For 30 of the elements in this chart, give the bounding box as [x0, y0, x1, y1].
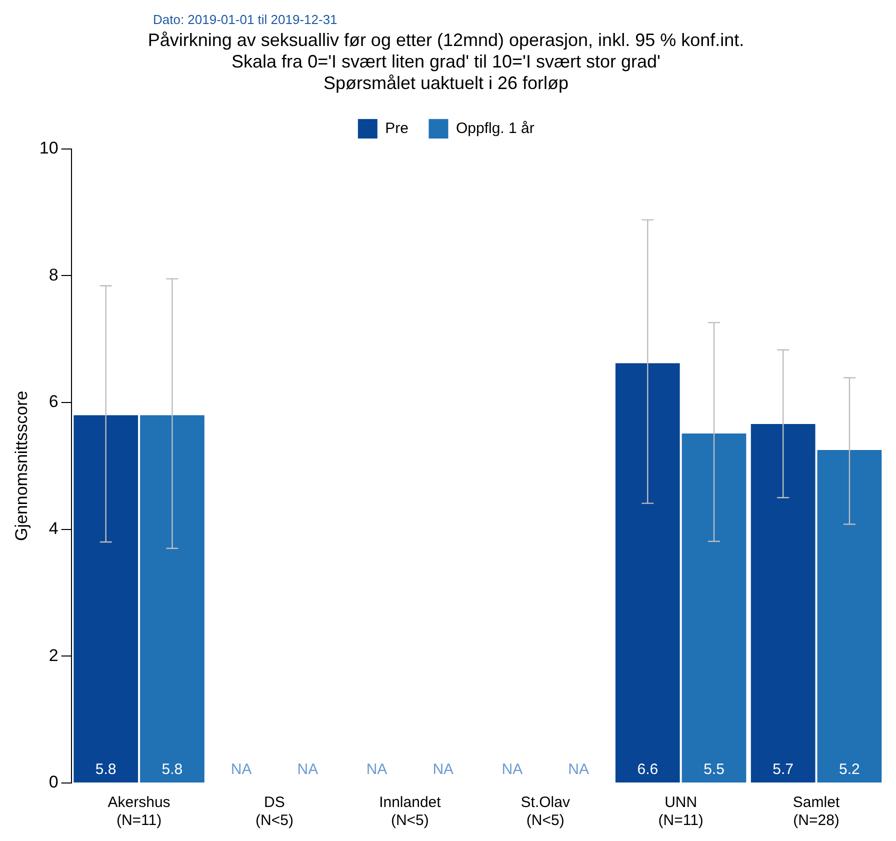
x-tick-label: Innlandet (N<5): [379, 794, 442, 830]
legend-label: Pre: [385, 120, 408, 137]
x-tick-label: Samlet (N=28): [792, 794, 840, 830]
text: NA: [502, 761, 523, 778]
text: NA: [366, 761, 388, 778]
text: NA: [568, 761, 589, 778]
y-tick-label: 10: [39, 138, 58, 158]
legend-label: Oppflg. 1 år: [456, 120, 534, 137]
text: Dato: 2019-01-01 til 2019-12-31: [153, 12, 338, 28]
y-axis-title: Gjennomsnittsscore: [12, 390, 31, 542]
y-tick-label: 2: [48, 646, 58, 665]
data-label: 5.7: [772, 761, 794, 778]
y-tick-label: 6: [48, 392, 58, 412]
chart-title: Påvirkning av seksualliv før og etter (12mnd) operasjon, inkl. 95 % konf.int.: [148, 30, 744, 50]
text: NA: [432, 761, 454, 778]
text: NA: [297, 761, 318, 778]
y-tick-label: 8: [48, 265, 58, 284]
y-tick-label: 0: [48, 772, 58, 792]
data-label: 6.6: [637, 761, 658, 778]
x-tick-label: Akershus (N=11): [108, 794, 170, 830]
chart-subtitle: Skala fra 0='I svært liten grad' til 10='I svært stor grad' Spørsmålet uaktuelt i 26 forløp: [232, 51, 660, 93]
data-label: 5.8: [95, 761, 116, 778]
y-tick-label: 4: [48, 519, 58, 538]
data-label: 5.2: [839, 761, 860, 778]
data-label: 5.5: [704, 761, 724, 778]
x-tick-label: UNN (N=11): [658, 794, 704, 830]
text: NA: [230, 761, 252, 778]
x-tick-label: St.Olav (N<5): [520, 794, 570, 830]
x-tick-label: DS (N<5): [256, 794, 294, 830]
data-label: 5.8: [162, 761, 183, 778]
